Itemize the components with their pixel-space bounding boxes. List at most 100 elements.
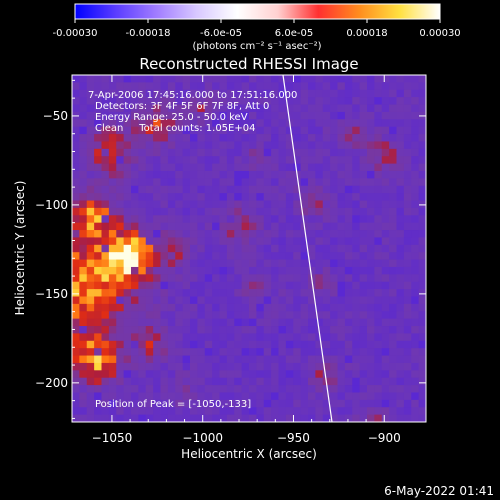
heatmap-cell [197, 392, 206, 401]
heatmap-cell [101, 97, 110, 105]
heatmap-cell [403, 104, 412, 113]
heatmap-cell [315, 185, 324, 194]
heatmap-cell [79, 399, 88, 408]
heatmap-cell [263, 399, 272, 408]
heatmap-cell [249, 370, 257, 379]
heatmap-cell [241, 193, 250, 201]
heatmap-cell [138, 362, 147, 371]
heatmap-cell [249, 207, 257, 216]
heatmap-cell [101, 148, 110, 157]
heatmap-cell [94, 75, 102, 83]
heatmap-cell [72, 163, 80, 172]
heatmap-cell [322, 289, 331, 297]
heatmap-cell [389, 281, 397, 290]
heatmap-cell [263, 222, 272, 231]
heatmap-cell [116, 318, 125, 327]
heatmap-cell [381, 289, 390, 297]
heatmap-cell [234, 178, 243, 187]
heatmap-cell [381, 274, 390, 283]
heatmap-cell [94, 89, 102, 98]
heatmap-cell [123, 237, 132, 246]
heatmap-cell [160, 82, 169, 91]
heatmap-cell [271, 97, 279, 105]
heatmap-cell [131, 266, 139, 275]
peak-position-label: Position of Peak = [-1050,-133] [95, 399, 251, 410]
heatmap-cell [396, 244, 405, 253]
heatmap-cell [153, 348, 161, 356]
heatmap-cell [337, 170, 346, 179]
heatmap-cell [374, 134, 383, 142]
heatmap-cell [94, 377, 102, 386]
heatmap-cell [219, 289, 228, 297]
heatmap-cell [204, 104, 213, 113]
heatmap-cell [175, 274, 184, 283]
heatmap-cell [116, 303, 125, 312]
heatmap-cell [403, 134, 412, 142]
heatmap-cell [308, 392, 316, 401]
heatmap-cell [285, 296, 294, 305]
heatmap-cell [116, 399, 125, 408]
heatmap-cell [116, 134, 125, 142]
heatmap-cell [212, 82, 220, 91]
heatmap-cell [308, 237, 316, 246]
heatmap-cell [197, 215, 206, 224]
heatmap-cell [344, 303, 353, 312]
heatmap-cell [278, 97, 287, 105]
heatmap-cell [123, 340, 132, 349]
heatmap-cell [212, 97, 220, 105]
heatmap-cell [403, 252, 412, 260]
heatmap-cell [108, 141, 117, 150]
heatmap-cell [367, 170, 375, 179]
heatmap-cell [381, 244, 390, 253]
heatmap-cell [367, 377, 375, 386]
heatmap-cell [131, 303, 139, 312]
heatmap-cell [396, 222, 405, 231]
heatmap-cell [101, 252, 110, 260]
heatmap-cell [293, 370, 302, 379]
heatmap-cell [411, 392, 420, 401]
heatmap-cell [153, 355, 161, 364]
heatmap-cell [153, 414, 161, 422]
heatmap-cell [300, 119, 309, 128]
heatmap-cell [359, 311, 368, 320]
heatmap-cell [167, 207, 176, 216]
heatmap-cell [153, 318, 161, 327]
heatmap-cell [79, 230, 88, 238]
heatmap-cell [145, 185, 154, 194]
heatmap-cell [241, 119, 250, 128]
heatmap-cell [367, 281, 375, 290]
heatmap-cell [167, 377, 176, 386]
heatmap-cell [418, 303, 426, 312]
heatmap-cell [352, 385, 361, 393]
heatmap-cell [330, 148, 338, 157]
heatmap-cell [256, 97, 265, 105]
heatmap-cell [72, 148, 80, 157]
heatmap-cell [116, 274, 125, 283]
heatmap-cell [182, 163, 191, 172]
heatmap-cell [182, 104, 191, 113]
heatmap-cell [190, 237, 198, 246]
heatmap-cell [86, 326, 95, 334]
heatmap-cell [322, 303, 331, 312]
heatmap-cell [411, 244, 420, 253]
heatmap-cell [344, 348, 353, 356]
heatmap-cell [322, 355, 331, 364]
heatmap-cell [175, 266, 184, 275]
heatmap-cell [226, 119, 235, 128]
heatmap-cell [389, 207, 397, 216]
heatmap-cell [344, 97, 353, 105]
heatmap-cell [337, 156, 346, 164]
heatmap-cell [131, 414, 139, 422]
heatmap-cell [79, 82, 88, 91]
heatmap-cell [167, 119, 176, 128]
heatmap-cell [190, 104, 198, 113]
heatmap-cell [330, 333, 338, 342]
heatmap-cell [418, 141, 426, 150]
heatmap-cell [182, 97, 191, 105]
heatmap-cell [344, 296, 353, 305]
heatmap-cell [86, 200, 95, 209]
heatmap-cell [182, 392, 191, 401]
heatmap-cell [271, 392, 279, 401]
heatmap-cell [367, 326, 375, 334]
heatmap-cell [374, 274, 383, 283]
